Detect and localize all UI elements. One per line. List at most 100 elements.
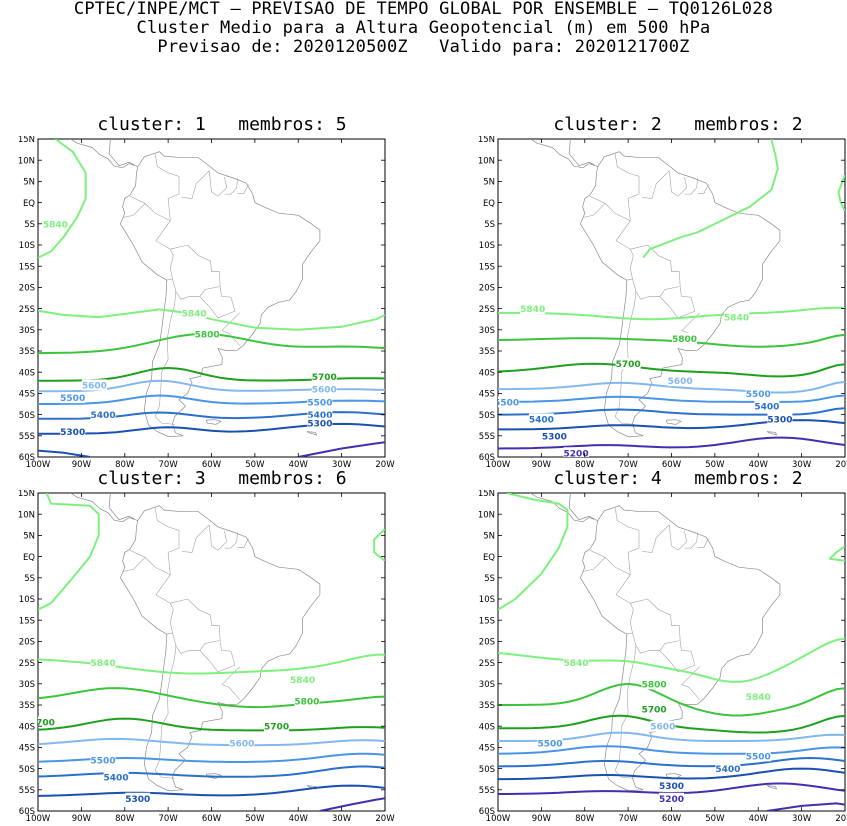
contour-label-bg — [745, 691, 771, 703]
contour-line — [38, 737, 385, 747]
map-frame — [37, 138, 386, 458]
country-border — [659, 641, 696, 673]
contour-line — [498, 637, 845, 683]
lon-tick-label: 60W — [662, 814, 682, 824]
country-border — [123, 203, 146, 218]
panel-title: cluster: 3 membros: 6 — [97, 468, 347, 489]
coastline-africa — [384, 494, 385, 529]
contour-label-bg — [498, 396, 520, 408]
country-border — [172, 632, 220, 654]
lat-tick-label: 15N — [478, 490, 495, 499]
contour-label: 5840 — [564, 659, 589, 669]
country-border — [199, 641, 236, 673]
map-panel-svg: 5840 5840 5800 5700 5600 5600 5500 5500 5400 5400… — [18, 136, 395, 470]
country-border — [583, 203, 606, 218]
contour-label-bg — [90, 409, 116, 421]
contour-line — [837, 174, 845, 212]
coastline-africa — [384, 140, 385, 175]
lat-tick-label: 15N — [18, 136, 35, 145]
contour-label-bg — [294, 695, 320, 707]
contour-label-bg — [264, 720, 290, 732]
lon-tick-label: 50W — [705, 814, 725, 824]
lon-tick-label: 100W — [486, 460, 511, 470]
country-border — [224, 532, 238, 549]
lat-tick-label: 50S — [479, 411, 495, 421]
map-frame — [497, 138, 846, 458]
lat-tick-label: 35S — [479, 347, 495, 357]
contour-label: 5300 — [542, 432, 567, 442]
lon-tick-label: 50W — [705, 460, 725, 470]
figure-header: CPTEC/INPE/MCT — PREVISAO DE TEMPO GLOBA… — [0, 0, 847, 57]
country-border — [684, 178, 698, 195]
country-border — [684, 532, 698, 549]
contour-label: 5400 — [715, 765, 740, 775]
contour-label-bg — [528, 413, 554, 425]
contour-label: 5600 — [312, 386, 337, 396]
lon-tick-label: 60W — [662, 460, 682, 470]
lat-tick-label: 35S — [19, 347, 35, 357]
contour-line — [38, 687, 385, 709]
lat-tick-label: 25S — [19, 659, 35, 669]
contour-label-bg — [311, 370, 337, 382]
contour-line — [828, 545, 845, 562]
contour-label-bg — [767, 413, 793, 425]
lat-tick-label: 15N — [478, 136, 495, 145]
coastline-south-georgia — [766, 785, 778, 790]
contour-label: 5800 — [294, 697, 319, 707]
lat-tick-label: EQ — [483, 553, 495, 563]
coastline-south-america — [580, 151, 781, 437]
country-border — [641, 524, 670, 553]
lon-tick-label: 90W — [532, 460, 552, 470]
lon-tick-label: 80W — [575, 460, 595, 470]
lon-tick-label: 30W — [332, 814, 352, 824]
contour-label-bg — [290, 674, 316, 686]
lon-tick-label: 90W — [72, 460, 92, 470]
contour-line — [498, 493, 569, 611]
lat-tick-label: 50S — [479, 765, 495, 775]
contour-label: 5200 — [659, 795, 684, 805]
country-border — [237, 184, 249, 194]
lat-tick-label: 55S — [479, 432, 495, 442]
lat-tick-label: 35S — [479, 701, 495, 711]
contour-label-bg — [125, 792, 151, 804]
lat-tick-label: EQ — [23, 553, 35, 563]
contour-label-bg — [229, 737, 255, 749]
contour-label: 5200 — [564, 449, 589, 459]
coastline-central-america — [69, 493, 138, 523]
contour-label: 5840 — [290, 676, 315, 686]
contour-line — [498, 767, 845, 781]
contour-label: 5400 — [104, 774, 129, 784]
contour-label: 5400 — [529, 415, 554, 425]
contour-label-bg — [641, 703, 667, 715]
lat-tick-label: 55S — [19, 786, 35, 796]
contour-label: 5840 — [91, 659, 116, 669]
contour-label-bg — [715, 763, 741, 775]
lon-tick-label: 30W — [792, 460, 812, 470]
country-border — [181, 524, 210, 553]
lat-tick-label: 5S — [24, 574, 35, 584]
contour-label: 5700 — [312, 373, 337, 383]
lat-tick-label: 15S — [19, 616, 35, 626]
country-border — [614, 645, 637, 779]
coastline-falklands — [665, 773, 682, 779]
lon-tick-label: 90W — [532, 814, 552, 824]
country-border — [659, 287, 696, 319]
coastline-south-america — [120, 505, 321, 791]
contour-label: 5700 — [642, 706, 667, 716]
lat-tick-label: 10S — [479, 241, 495, 251]
country-border — [630, 598, 681, 642]
coastline-south-america — [120, 151, 321, 437]
lat-tick-label: EQ — [23, 199, 35, 209]
contour-label: 5300 — [767, 415, 792, 425]
contour-line — [38, 493, 100, 611]
contour-label-bg — [42, 218, 68, 230]
lat-tick-label: 10S — [19, 241, 35, 251]
contour-label-bg — [659, 792, 684, 804]
lon-tick-label: 80W — [115, 460, 135, 470]
lon-tick-label: 70W — [159, 814, 179, 824]
map-content: 5840 5840 5800 5700 5600 5600 5500 5500 5400 5400… — [38, 139, 385, 457]
contour-label: 5700 — [30, 718, 55, 728]
lon-tick-label: 60W — [202, 460, 222, 470]
lat-tick-label: 35S — [19, 701, 35, 711]
coastline-south-georgia — [766, 431, 778, 436]
